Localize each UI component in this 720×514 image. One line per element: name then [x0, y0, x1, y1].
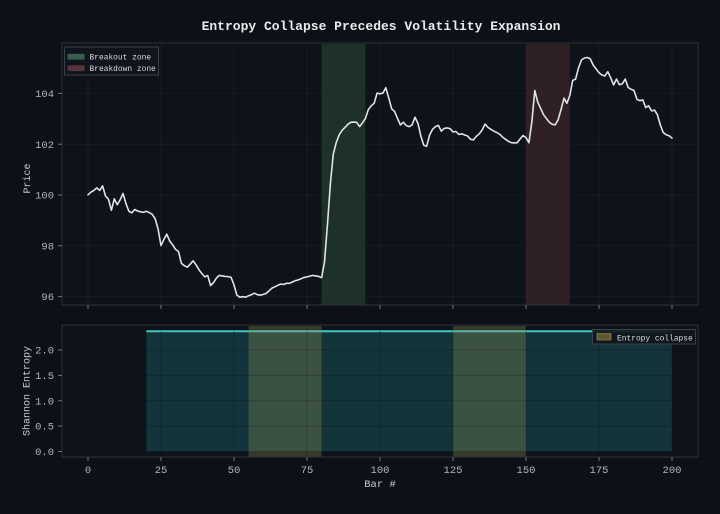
- svg-text:2.0: 2.0: [35, 346, 54, 358]
- svg-text:Entropy collapse: Entropy collapse: [617, 335, 693, 344]
- svg-text:100: 100: [35, 191, 54, 203]
- svg-text:50: 50: [228, 465, 241, 477]
- svg-text:0.5: 0.5: [35, 422, 54, 434]
- svg-text:Breakout zone: Breakout zone: [90, 54, 152, 63]
- svg-text:100: 100: [371, 465, 390, 477]
- svg-text:Price: Price: [22, 163, 34, 193]
- svg-text:25: 25: [155, 465, 168, 477]
- svg-text:125: 125: [444, 465, 463, 477]
- svg-text:96: 96: [41, 292, 54, 304]
- svg-text:Bar #: Bar #: [364, 479, 396, 491]
- svg-text:1.0: 1.0: [35, 396, 54, 408]
- svg-text:98: 98: [41, 241, 54, 253]
- svg-text:104: 104: [35, 89, 54, 101]
- svg-text:175: 175: [590, 465, 609, 477]
- svg-text:150: 150: [517, 465, 536, 477]
- svg-text:Breakdown zone: Breakdown zone: [90, 65, 157, 74]
- svg-text:102: 102: [35, 140, 54, 152]
- svg-text:0: 0: [85, 465, 91, 477]
- svg-text:0.0: 0.0: [35, 447, 54, 459]
- svg-text:1.5: 1.5: [35, 371, 54, 383]
- svg-text:75: 75: [301, 465, 314, 477]
- svg-text:Shannon Entropy: Shannon Entropy: [22, 346, 34, 436]
- svg-text:200: 200: [663, 465, 682, 477]
- svg-text:Entropy Collapse Precedes Vola: Entropy Collapse Precedes Volatility Exp…: [202, 19, 561, 34]
